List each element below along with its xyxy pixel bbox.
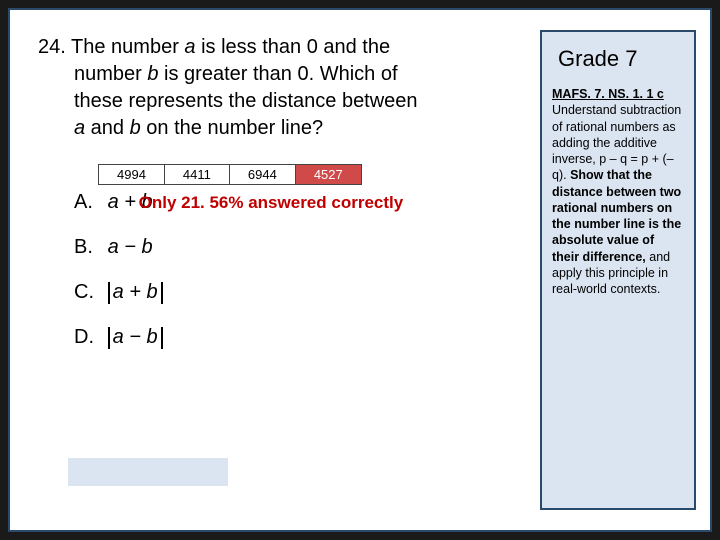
q-line4-end: on the number line? — [141, 117, 323, 139]
answer-expr: a − b — [108, 236, 153, 258]
question-number: 24. — [38, 36, 66, 58]
standard-block: MAFS. 7. NS. 1. 1 c Understand subtracti… — [552, 86, 684, 297]
cell-4-correct: 4527 — [295, 165, 361, 185]
percent-correct-note: Only 21. 56% answered correctly — [139, 193, 404, 212]
grade-title: Grade 7 — [552, 46, 684, 72]
q-var-b: b — [147, 63, 158, 85]
answer-letter: D. — [74, 326, 102, 349]
answer-letter: A. — [74, 191, 102, 214]
answer-expr: a − b — [113, 326, 158, 348]
answer-letter: C. — [74, 281, 102, 304]
q-var-a: a — [184, 36, 195, 58]
answer-expr: a + b — [113, 281, 158, 303]
answer-d: D. a − b — [74, 326, 524, 349]
answer-a: A. a + bOnly 21. 56% answered correctly — [74, 191, 524, 214]
q-line1-mid: is less than 0 and the — [196, 36, 391, 58]
standard-code: MAFS. 7. NS. 1. 1 c — [552, 87, 664, 101]
answer-d-highlight — [68, 458, 228, 486]
q-line2-mid: is greater than 0. Which of — [159, 63, 398, 85]
slide-frame: 24. The number a is less than 0 and the … — [8, 8, 712, 532]
q-line4-b: b — [130, 117, 141, 139]
cell-3: 6944 — [229, 165, 295, 185]
table-row: 4994 4411 6944 4527 — [99, 165, 362, 185]
q-line2-prefix: number — [74, 63, 147, 85]
answer-letter: B. — [74, 236, 102, 259]
main-column: 24. The number a is less than 0 and the … — [10, 10, 540, 530]
response-counts-table: 4994 4411 6944 4527 — [98, 164, 362, 185]
question-text: 24. The number a is less than 0 and the … — [38, 34, 524, 142]
answer-list: A. a + bOnly 21. 56% answered correctly … — [38, 191, 524, 349]
answer-c: C. a + b — [74, 281, 524, 304]
abs-value-bars: a − b — [108, 327, 163, 349]
q-line4-a: a — [74, 117, 85, 139]
q-line1-prefix: The number — [71, 36, 184, 58]
abs-value-bars: a + b — [108, 282, 163, 304]
cell-2: 4411 — [164, 165, 229, 185]
answer-b: B. a − b — [74, 236, 524, 259]
standards-sidebar: Grade 7 MAFS. 7. NS. 1. 1 c Understand s… — [540, 30, 696, 510]
cell-1: 4994 — [99, 165, 165, 185]
q-line4-mid: and — [85, 117, 129, 139]
q-line3: these represents the distance between — [38, 88, 524, 115]
